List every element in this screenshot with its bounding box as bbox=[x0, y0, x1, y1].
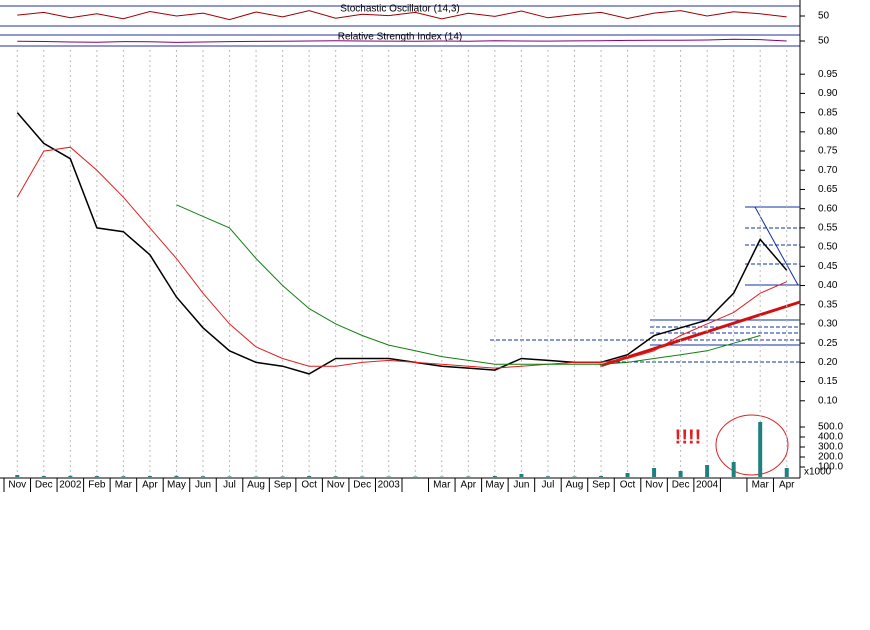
volume-bar bbox=[15, 475, 19, 477]
volume-bar bbox=[174, 476, 178, 477]
x-tick-label: Jul bbox=[542, 480, 555, 491]
volume-bar bbox=[68, 476, 72, 477]
x-tick-label: 2004 bbox=[696, 480, 719, 491]
y-tick-label: 0.10 bbox=[818, 395, 838, 406]
volume-bar bbox=[334, 476, 338, 477]
y-tick-label: 0.55 bbox=[818, 223, 838, 234]
x-tick-label: Mar bbox=[433, 480, 451, 491]
y-tick-label: 0.25 bbox=[818, 338, 838, 349]
y-tick-label: 0.60 bbox=[818, 203, 838, 214]
x-tick-label: 2002 bbox=[59, 480, 82, 491]
volume-bar bbox=[546, 476, 550, 477]
y-tick-label: 0.75 bbox=[818, 146, 838, 157]
volume-bar bbox=[758, 422, 762, 477]
x-tick-label: Jun bbox=[513, 480, 529, 491]
volume-bar bbox=[254, 477, 258, 478]
x-tick-label: Apr bbox=[779, 480, 795, 491]
y-tick-label: 400.0 bbox=[818, 432, 843, 443]
x-tick-label: Apr bbox=[461, 480, 477, 491]
x-tick-label: Nov bbox=[327, 480, 345, 491]
x-tick-label: Dec bbox=[353, 480, 371, 491]
y-tick-label: 0.80 bbox=[818, 126, 838, 137]
volume-bar bbox=[519, 474, 523, 477]
volume-bar bbox=[95, 476, 99, 477]
x-tick-label: Mar bbox=[752, 480, 770, 491]
x-tick-label: 2003 bbox=[378, 480, 401, 491]
x-tick-label: May bbox=[167, 480, 186, 491]
x-tick-label: Jul bbox=[223, 480, 236, 491]
y-tick-label: 0.35 bbox=[818, 299, 838, 310]
x-tick-label: Aug bbox=[247, 480, 265, 491]
y-tick-label: 0.15 bbox=[818, 376, 838, 387]
annotation: !!!! bbox=[675, 426, 702, 448]
x-tick-label: Mar bbox=[115, 480, 133, 491]
volume-bar bbox=[42, 476, 46, 477]
x-tick-label: May bbox=[485, 480, 504, 491]
volume-bar bbox=[281, 476, 285, 477]
y-tick-label: 300.0 bbox=[818, 442, 843, 453]
volume-bar bbox=[785, 468, 789, 477]
y-tick-label: 0.20 bbox=[818, 357, 838, 368]
y-tick-label: 200.0 bbox=[818, 452, 843, 463]
volume-bar bbox=[307, 476, 311, 477]
y-tick-label: 500.0 bbox=[818, 422, 843, 433]
x-tick-label: Aug bbox=[566, 480, 584, 491]
volume-bar bbox=[599, 476, 603, 477]
y-tick-label: 0.70 bbox=[818, 165, 838, 176]
y-tick-label: 50 bbox=[818, 11, 830, 22]
y-tick-label: 100.0 bbox=[818, 462, 843, 473]
x-tick-label: Sep bbox=[274, 480, 292, 491]
y-tick-label: 0.40 bbox=[818, 280, 838, 291]
x-tick-label: Dec bbox=[672, 480, 690, 491]
volume-bar bbox=[228, 476, 232, 477]
volume-bar bbox=[679, 471, 683, 477]
volume-bar bbox=[413, 477, 417, 478]
y-tick-label: 0.50 bbox=[818, 242, 838, 253]
volume-bar bbox=[466, 476, 470, 477]
y-tick-label: 0.45 bbox=[818, 261, 838, 272]
volume-bar bbox=[360, 476, 364, 477]
volume-bar bbox=[572, 476, 576, 477]
x-tick-label: Dec bbox=[35, 480, 53, 491]
x-tick-label: Oct bbox=[301, 480, 317, 491]
y-tick-label: 0.90 bbox=[818, 88, 838, 99]
y-tick-label: 50 bbox=[818, 36, 830, 47]
x-tick-label: Sep bbox=[592, 480, 610, 491]
volume-bar bbox=[705, 465, 709, 477]
volume-bar bbox=[201, 476, 205, 477]
volume-bar bbox=[732, 462, 736, 477]
y-tick-label: 0.65 bbox=[818, 184, 838, 195]
x-tick-label: Feb bbox=[88, 480, 106, 491]
x-tick-label: Nov bbox=[645, 480, 663, 491]
volume-bar bbox=[493, 476, 497, 477]
x-tick-label: Apr bbox=[142, 480, 158, 491]
y-tick-label: 0.95 bbox=[818, 69, 838, 80]
x-tick-label: Jun bbox=[195, 480, 211, 491]
volume-bar bbox=[121, 476, 125, 477]
volume-bar bbox=[626, 473, 630, 477]
volume-bar bbox=[387, 477, 391, 478]
y-tick-label: 0.85 bbox=[818, 107, 838, 118]
x-tick-label: Nov bbox=[8, 480, 26, 491]
panel-title: Stochastic Oscillator (14,3) bbox=[340, 4, 460, 15]
volume-bar bbox=[148, 476, 152, 477]
y-tick-label: 0.30 bbox=[818, 319, 838, 330]
x-tick-label: Oct bbox=[620, 480, 636, 491]
volume-bar bbox=[652, 468, 656, 477]
